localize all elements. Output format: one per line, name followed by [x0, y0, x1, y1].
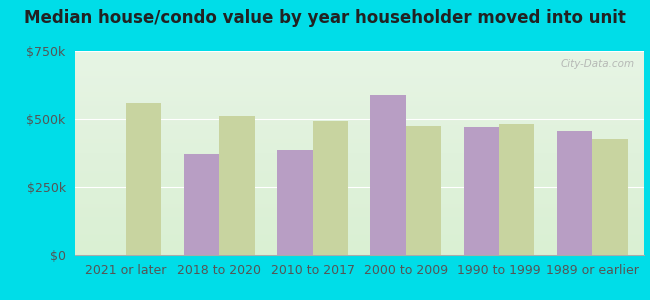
Bar — [463, 127, 499, 255]
Bar — [499, 124, 534, 255]
Bar — [313, 121, 348, 255]
Bar — [219, 116, 255, 255]
Bar — [370, 94, 406, 255]
Text: Median house/condo value by year householder moved into unit: Median house/condo value by year househo… — [24, 9, 626, 27]
Bar — [557, 131, 592, 255]
Bar — [277, 150, 313, 255]
Bar — [592, 139, 628, 255]
Text: City-Data.com: City-Data.com — [561, 59, 635, 69]
Bar — [184, 154, 219, 255]
Bar — [406, 126, 441, 255]
Bar — [126, 103, 161, 255]
